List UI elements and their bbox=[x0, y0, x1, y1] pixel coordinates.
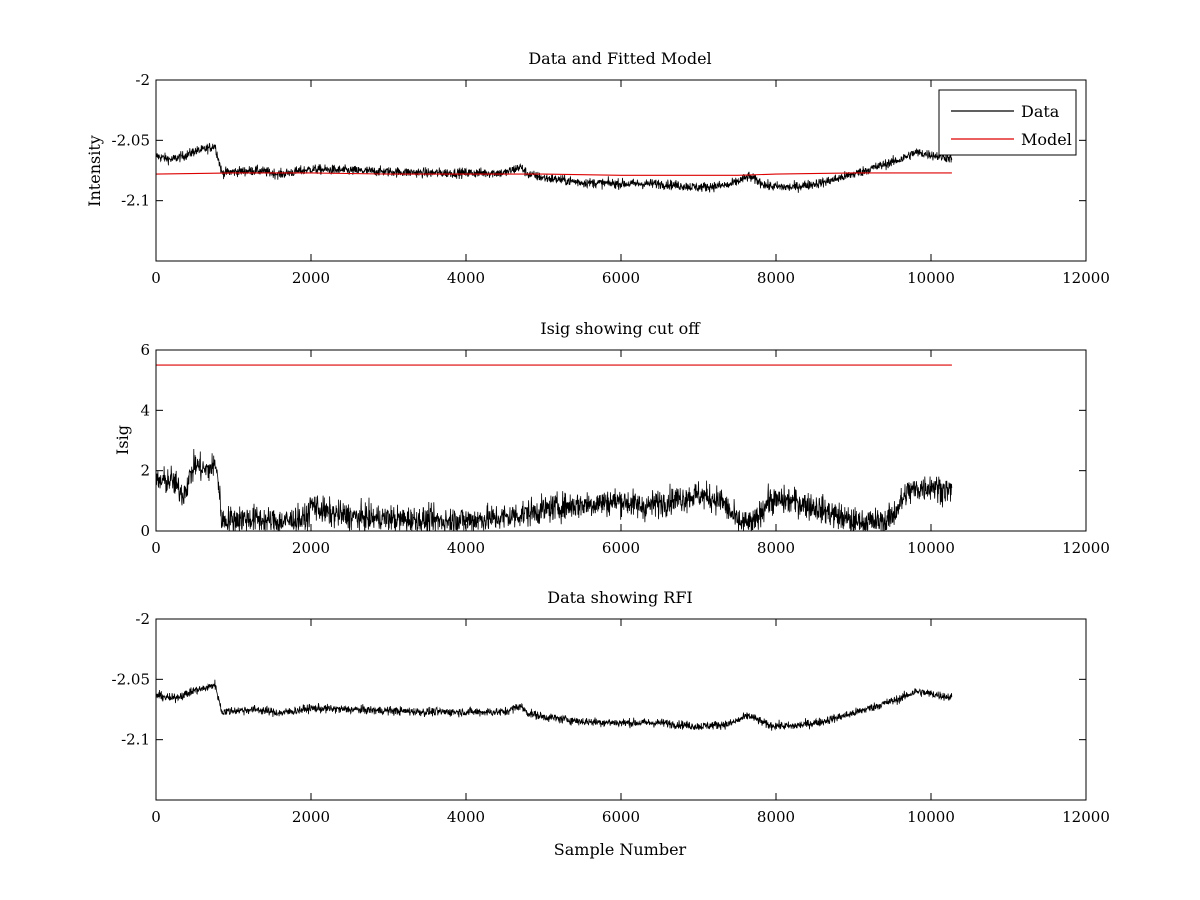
x-tick-label: 0 bbox=[151, 539, 161, 557]
panel-data-showing-rfi: Data showing RFI Sample Number 0 2000 4000… bbox=[112, 588, 1110, 859]
legend-label-model: Model bbox=[1021, 130, 1072, 149]
x-tick-label: 10000 bbox=[907, 808, 955, 826]
x-tick-label: 8000 bbox=[757, 269, 795, 287]
chart-title: Data and Fitted Model bbox=[528, 49, 711, 68]
series-line-signal bbox=[156, 679, 953, 731]
x-tick-label: 6000 bbox=[602, 808, 640, 826]
x-tick-label: 2000 bbox=[292, 269, 330, 287]
y-tick-label: 4 bbox=[140, 401, 150, 419]
plot-area: 0 2000 4000 6000 8000 10000 12000 -2.1 -2.05 -2 Da… bbox=[112, 71, 1110, 287]
y-tick-label: -2 bbox=[135, 71, 150, 89]
series-line-signal bbox=[156, 448, 953, 531]
x-tick-label: 8000 bbox=[757, 539, 795, 557]
x-tick-label: 12000 bbox=[1062, 539, 1110, 557]
x-tick-label: 2000 bbox=[292, 808, 330, 826]
x-tick-label: 0 bbox=[151, 808, 161, 826]
x-tick-label: 10000 bbox=[907, 539, 955, 557]
series-line-model bbox=[156, 172, 952, 176]
legend-box bbox=[938, 89, 1077, 156]
legend: Data Model bbox=[938, 89, 1077, 156]
x-tick-label: 6000 bbox=[602, 539, 640, 557]
y-tick-label: -2.05 bbox=[112, 670, 150, 688]
y-tick-label: 0 bbox=[140, 522, 150, 540]
chart-title: Isig showing cut off bbox=[540, 319, 701, 338]
plot-area: 0 2000 4000 6000 8000 10000 12000 -2.1 -2.05 -2 bbox=[112, 610, 1110, 826]
y-axis-label: Isig bbox=[113, 425, 132, 455]
panel-isig-showing-cut-off: Isig showing cut off Isig 0 2000 4000 6000 8… bbox=[113, 319, 1110, 557]
x-tick-label: 8000 bbox=[757, 808, 795, 826]
x-tick-label: 6000 bbox=[602, 269, 640, 287]
y-tick-label: -2.1 bbox=[121, 731, 150, 749]
x-tick-label: 2000 bbox=[292, 539, 330, 557]
plot-area: 0 2000 4000 6000 8000 10000 12000 0 2 4 6 bbox=[140, 341, 1109, 557]
x-tick-label: 0 bbox=[151, 269, 161, 287]
y-tick-label: 6 bbox=[140, 341, 150, 359]
legend-label-data: Data bbox=[1021, 102, 1060, 121]
y-tick-label: 2 bbox=[140, 462, 150, 480]
series-line-data bbox=[156, 142, 953, 193]
y-tick-label: -2.05 bbox=[112, 131, 150, 149]
y-axis-label: Intensity bbox=[85, 135, 104, 207]
y-tick-label: -2 bbox=[135, 610, 150, 628]
panel-data-and-fitted-model: Data and Fitted Model Intensity 0 2000 400… bbox=[85, 49, 1110, 287]
x-tick-label: 10000 bbox=[907, 269, 955, 287]
x-tick-label: 12000 bbox=[1062, 269, 1110, 287]
x-axis-label: Sample Number bbox=[554, 840, 687, 859]
chart-title: Data showing RFI bbox=[547, 588, 692, 607]
x-tick-label: 4000 bbox=[447, 539, 485, 557]
y-tick-label: -2.1 bbox=[121, 192, 150, 210]
x-tick-label: 12000 bbox=[1062, 808, 1110, 826]
x-tick-label: 4000 bbox=[447, 269, 485, 287]
x-tick-label: 4000 bbox=[447, 808, 485, 826]
